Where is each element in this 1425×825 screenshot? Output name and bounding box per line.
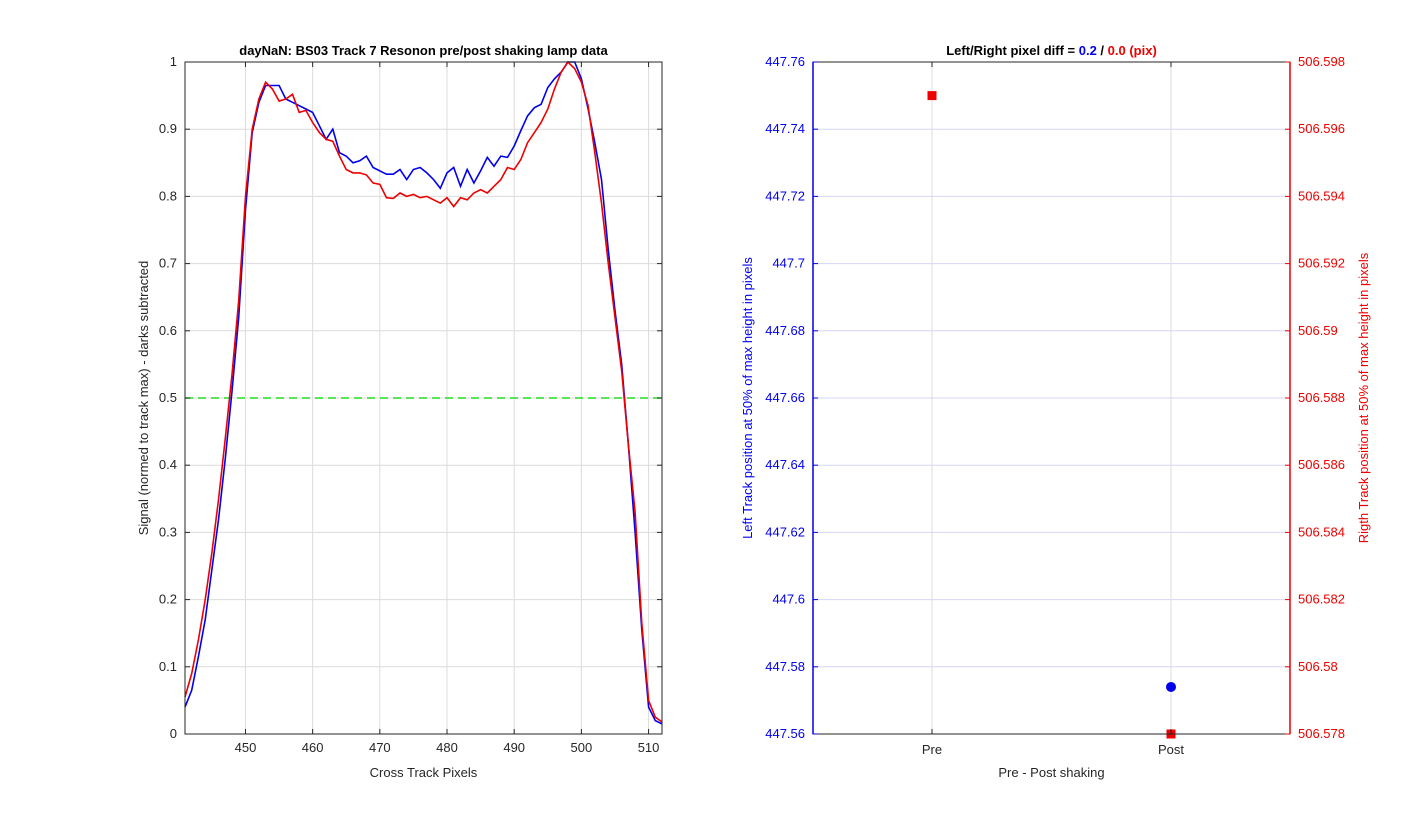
- category-tick-label: Post: [1158, 742, 1184, 757]
- left-y-tick-label: 0.8: [159, 188, 177, 203]
- left-axis-tick-label: 447.56: [765, 726, 805, 741]
- left-axis-ticks: 450 460 470 480 490 500 510 0 0.1 0.2 0.3 0.4 0.5 0.6…: [159, 54, 662, 755]
- signal-line-chart: 450 460 470 480 490 500 510 0 0.1 0.2 0.3 0.4 0.5 0.6…: [136, 43, 663, 780]
- left-axis-tick-label: 447.68: [765, 323, 805, 338]
- left-y-tick-label: 0.5: [159, 390, 177, 405]
- right-axis-tick-label: 506.588: [1298, 390, 1345, 405]
- left-y-tick-label: 1: [170, 54, 177, 69]
- title-left-value: 0.2: [1079, 43, 1097, 58]
- left-y-tick-label: 0.9: [159, 121, 177, 136]
- right-axis-tick-label: 506.58: [1298, 659, 1338, 674]
- left-series-group: [184, 60, 663, 725]
- left-axis-tick-label: 447.58: [765, 659, 805, 674]
- right-axis-tick-label: 506.586: [1298, 457, 1345, 472]
- left-x-tick-label: 500: [571, 740, 593, 755]
- left-x-tick-label: 490: [503, 740, 525, 755]
- title-prefix: Left/Right pixel diff =: [946, 43, 1079, 58]
- left-axis-tick-label: 447.74: [765, 121, 805, 136]
- left-x-tick-label: 470: [369, 740, 391, 755]
- right-axis-tick-label: 506.578: [1298, 726, 1345, 741]
- right-axis-tick-label: 506.596: [1298, 121, 1345, 136]
- right-chart-left-y-axis-label: Left Track position at 50% of max height…: [740, 257, 755, 539]
- left-y-tick-label: 0.4: [159, 457, 177, 472]
- left-y-tick-label: 0.7: [159, 256, 177, 271]
- left-x-tick-label: 510: [638, 740, 660, 755]
- category-tick-label: Pre: [922, 742, 942, 757]
- right-x-axis-label: Pre - Post shaking: [998, 765, 1104, 780]
- left-x-tick-label: 480: [436, 740, 458, 755]
- left-chart-title: dayNaN: BS03 Track 7 Resonon pre/post sh…: [239, 43, 608, 58]
- left-x-axis-label: Cross Track Pixels: [370, 765, 478, 780]
- right-axis-tick-label: 506.594: [1298, 188, 1345, 203]
- left-y-tick-label: 0.6: [159, 323, 177, 338]
- left-axis-tick-label: 447.76: [765, 54, 805, 69]
- left-axis-tick-label: 447.66: [765, 390, 805, 405]
- right-axis-ticks: 447.56 447.58 447.6 447.62 447.64 447.66 447.6…: [765, 54, 1345, 757]
- right-track-point-pre: [927, 91, 937, 101]
- right-chart-right-y-axis-label: Rigth Track position at 50% of max heigh…: [1356, 252, 1371, 543]
- left-y-tick-label: 0.1: [159, 659, 177, 674]
- right-axis-tick-label: 506.598: [1298, 54, 1345, 69]
- left-y-tick-label: 0.2: [159, 592, 177, 607]
- left-y-axis-label: Signal (normed to track max) - darks sub…: [136, 261, 151, 536]
- left-axis-tick-label: 447.62: [765, 524, 805, 539]
- right-axis-tick-label: 506.59: [1298, 323, 1338, 338]
- right-axis-tick-label: 506.584: [1298, 524, 1345, 539]
- left-x-tick-label: 450: [235, 740, 257, 755]
- red-signal-line: [184, 60, 663, 723]
- right-axis-tick-label: 506.592: [1298, 256, 1345, 271]
- left-axis-tick-label: 447.6: [772, 592, 805, 607]
- left-y-tick-label: 0: [170, 726, 177, 741]
- left-y-tick-label: 0.3: [159, 524, 177, 539]
- left-axis-tick-label: 447.7: [772, 256, 805, 271]
- left-track-point-post: [1166, 681, 1176, 692]
- left-axis-tick-label: 447.64: [765, 457, 805, 472]
- title-separator: /: [1097, 43, 1108, 58]
- title-right-value: 0.0 (pix): [1108, 43, 1157, 58]
- left-axis-tick-label: 447.72: [765, 188, 805, 203]
- right-axis-tick-label: 506.582: [1298, 592, 1345, 607]
- position-scatter-chart: 447.56 447.58 447.6 447.62 447.64 447.66 447.6…: [740, 43, 1371, 780]
- left-x-tick-label: 460: [302, 740, 324, 755]
- right-chart-title: Left/Right pixel diff = 0.2 / 0.0 (pix): [946, 43, 1157, 58]
